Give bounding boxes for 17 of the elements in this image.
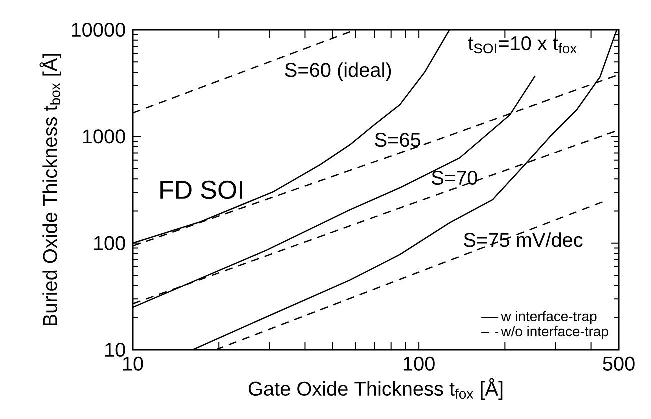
legend-label: w/o interface-trap xyxy=(501,326,608,340)
annotation: S=60 (ideal) xyxy=(285,62,392,82)
annotation: S=75 mV/dec xyxy=(464,232,583,248)
y-tick-label: 10 xyxy=(106,342,126,358)
x-tick-label: 100 xyxy=(404,356,435,371)
x-axis-title: Gate Oxide Thickness t$_{fox}$ [Å] xyxy=(248,378,503,400)
y-axis-title: Buried Oxide Thickness t$_{box}$ [Å] xyxy=(40,54,62,326)
annotation: S=65 xyxy=(375,133,421,148)
x-tick-label: 10 xyxy=(123,356,144,371)
annotation: S=70 xyxy=(432,170,478,186)
x-tick-label: 500 xyxy=(603,356,635,371)
legend-label: w interface-trap xyxy=(501,311,597,324)
y-tick-label: 1000 xyxy=(83,130,126,144)
annotation: t$_{SOI}$=10 x t$_{fox}$ xyxy=(468,36,577,54)
y-tick-label: 100 xyxy=(94,236,126,250)
y-tick-label: 10000 xyxy=(72,22,126,38)
annotation: FD SOI xyxy=(160,180,242,200)
